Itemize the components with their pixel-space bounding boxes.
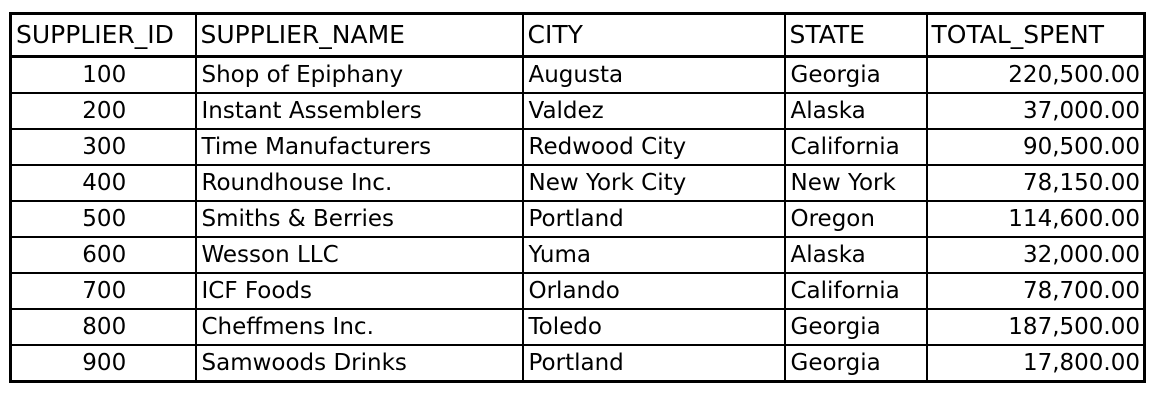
cell-supplier-name[interactable]: Time Manufacturers [194, 128, 524, 166]
cell-supplier-name[interactable]: Shop of Epiphany [194, 55, 524, 94]
cell-supplier-id[interactable]: 100 [9, 55, 197, 94]
cell-city[interactable]: New York City [521, 164, 786, 202]
cell-supplier-id[interactable]: 700 [9, 272, 197, 310]
cell-state[interactable]: Alaska [783, 92, 928, 130]
suppliers-table: SUPPLIER_ID SUPPLIER_NAME CITY STATE TOT… [9, 12, 1146, 383]
cell-state[interactable]: Alaska [783, 236, 928, 274]
table-row: 700 ICF Foods Orlando California 78,700.… [9, 272, 1146, 310]
cell-total-spent[interactable]: 187,500.00 [925, 308, 1146, 346]
table-body: 100 Shop of Epiphany Augusta Georgia 220… [9, 55, 1146, 383]
cell-supplier-id[interactable]: 500 [9, 200, 197, 238]
cell-total-spent[interactable]: 17,800.00 [925, 344, 1146, 383]
table-row: 900 Samwoods Drinks Portland Georgia 17,… [9, 344, 1146, 383]
cell-state[interactable]: New York [783, 164, 928, 202]
cell-supplier-name[interactable]: Roundhouse Inc. [194, 164, 524, 202]
cell-supplier-id[interactable]: 300 [9, 128, 197, 166]
table-row: 200 Instant Assemblers Valdez Alaska 37,… [9, 92, 1146, 130]
table-row: 400 Roundhouse Inc. New York City New Yo… [9, 164, 1146, 202]
table-row: 800 Cheffmens Inc. Toledo Georgia 187,50… [9, 308, 1146, 346]
header-state[interactable]: STATE [783, 12, 928, 58]
header-total-spent[interactable]: TOTAL_SPENT [925, 12, 1146, 58]
cell-total-spent[interactable]: 78,700.00 [925, 272, 1146, 310]
header-city[interactable]: CITY [521, 12, 786, 58]
table-header: SUPPLIER_ID SUPPLIER_NAME CITY STATE TOT… [9, 12, 1146, 58]
table-row: 100 Shop of Epiphany Augusta Georgia 220… [9, 55, 1146, 94]
cell-state[interactable]: California [783, 128, 928, 166]
cell-city[interactable]: Redwood City [521, 128, 786, 166]
table-row: 500 Smiths & Berries Portland Oregon 114… [9, 200, 1146, 238]
cell-supplier-name[interactable]: Wesson LLC [194, 236, 524, 274]
cell-city[interactable]: Portland [521, 200, 786, 238]
cell-supplier-name[interactable]: Samwoods Drinks [194, 344, 524, 383]
cell-city[interactable]: Augusta [521, 55, 786, 94]
cell-state[interactable]: Oregon [783, 200, 928, 238]
cell-supplier-id[interactable]: 800 [9, 308, 197, 346]
cell-supplier-id[interactable]: 600 [9, 236, 197, 274]
table-row: 300 Time Manufacturers Redwood City Cali… [9, 128, 1146, 166]
cell-total-spent[interactable]: 90,500.00 [925, 128, 1146, 166]
cell-city[interactable]: Yuma [521, 236, 786, 274]
cell-total-spent[interactable]: 78,150.00 [925, 164, 1146, 202]
cell-supplier-name[interactable]: Cheffmens Inc. [194, 308, 524, 346]
table-row: 600 Wesson LLC Yuma Alaska 32,000.00 [9, 236, 1146, 274]
cell-state[interactable]: Georgia [783, 55, 928, 94]
header-supplier-id[interactable]: SUPPLIER_ID [9, 12, 197, 58]
cell-state[interactable]: Georgia [783, 308, 928, 346]
cell-city[interactable]: Portland [521, 344, 786, 383]
cell-total-spent[interactable]: 37,000.00 [925, 92, 1146, 130]
cell-city[interactable]: Valdez [521, 92, 786, 130]
cell-total-spent[interactable]: 220,500.00 [925, 55, 1146, 94]
cell-state[interactable]: California [783, 272, 928, 310]
cell-city[interactable]: Toledo [521, 308, 786, 346]
cell-supplier-id[interactable]: 400 [9, 164, 197, 202]
cell-supplier-name[interactable]: Smiths & Berries [194, 200, 524, 238]
cell-total-spent[interactable]: 114,600.00 [925, 200, 1146, 238]
cell-supplier-id[interactable]: 900 [9, 344, 197, 383]
cell-total-spent[interactable]: 32,000.00 [925, 236, 1146, 274]
cell-supplier-id[interactable]: 200 [9, 92, 197, 130]
cell-state[interactable]: Georgia [783, 344, 928, 383]
spreadsheet-area: SUPPLIER_ID SUPPLIER_NAME CITY STATE TOT… [9, 12, 1146, 383]
cell-supplier-name[interactable]: ICF Foods [194, 272, 524, 310]
header-row: SUPPLIER_ID SUPPLIER_NAME CITY STATE TOT… [9, 12, 1146, 58]
cell-supplier-name[interactable]: Instant Assemblers [194, 92, 524, 130]
header-supplier-name[interactable]: SUPPLIER_NAME [194, 12, 524, 58]
cell-city[interactable]: Orlando [521, 272, 786, 310]
